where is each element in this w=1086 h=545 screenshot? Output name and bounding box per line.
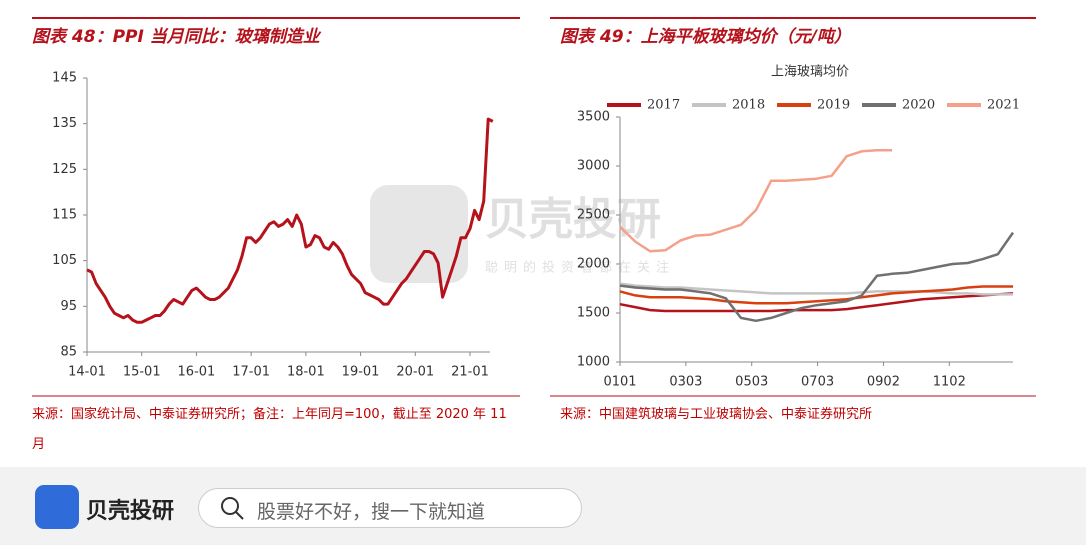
data-line bbox=[86, 117, 494, 324]
y-tick-label: 1000 bbox=[577, 355, 610, 370]
legend-label: 2018 bbox=[732, 98, 765, 113]
footer-bar: 贝壳投研 股票好不好，搜一下就知道 bbox=[0, 467, 1086, 545]
data-line bbox=[619, 149, 893, 253]
legend-label: 2020 bbox=[902, 98, 935, 113]
chart-title: 图表 48：PPI 当月同比：玻璃制造业 bbox=[32, 27, 322, 47]
data-line bbox=[619, 285, 1013, 305]
y-tick-label: 95 bbox=[60, 299, 77, 314]
y-tick-label: 3500 bbox=[577, 110, 610, 125]
x-tick-label: 14-01 bbox=[68, 365, 106, 380]
y-tick-label: 85 bbox=[60, 345, 77, 360]
search-box[interactable]: 股票好不好，搜一下就知道 bbox=[198, 488, 582, 528]
x-tick-label: 16-01 bbox=[178, 365, 216, 380]
legend-label: 2021 bbox=[987, 98, 1020, 113]
y-tick-label: 145 bbox=[52, 71, 77, 86]
x-tick-label: 1102 bbox=[933, 375, 966, 390]
source-note: 来源：中国建筑玻璃与工业玻璃协会、中泰证券研究所 bbox=[560, 407, 873, 422]
x-tick-label: 20-01 bbox=[396, 365, 434, 380]
y-tick-label: 115 bbox=[52, 208, 77, 223]
y-tick-label: 125 bbox=[52, 162, 77, 177]
x-tick-label: 15-01 bbox=[123, 365, 161, 380]
y-tick-label: 105 bbox=[52, 253, 77, 268]
data-line bbox=[619, 231, 1015, 323]
x-tick-label: 0703 bbox=[801, 375, 834, 390]
x-tick-label: 19-01 bbox=[342, 365, 380, 380]
chart-subtitle: 上海玻璃均价 bbox=[771, 65, 849, 80]
x-tick-label: 0902 bbox=[867, 375, 900, 390]
search-placeholder: 股票好不好，搜一下就知道 bbox=[257, 501, 486, 523]
y-tick-label: 3000 bbox=[577, 159, 610, 174]
x-tick-label: 0101 bbox=[603, 375, 636, 390]
y-tick-label: 135 bbox=[52, 116, 77, 131]
x-tick-label: 0503 bbox=[735, 375, 768, 390]
search-icon bbox=[221, 497, 244, 520]
data-line bbox=[619, 282, 1013, 296]
x-tick-label: 17-01 bbox=[232, 365, 270, 380]
app-logo[interactable] bbox=[35, 485, 79, 529]
charts: 图表 48：PPI 当月同比：玻璃制造业 图表 49：上海平板玻璃均价（元/吨）… bbox=[32, 17, 1036, 397]
app-brand[interactable]: 贝壳投研 bbox=[86, 499, 175, 524]
x-tick-label: 18-01 bbox=[287, 365, 325, 380]
watermark-slogan: 聪明的投资者都在关注 bbox=[485, 260, 675, 276]
source-note: 来源：国家统计局、中泰证券研究所；备注：上年同月=100，截止至 2020 年 … bbox=[32, 407, 507, 452]
chart-title: 图表 49：上海平板玻璃均价（元/吨） bbox=[560, 27, 851, 47]
data-line bbox=[619, 292, 1014, 313]
x-tick-label: 21-01 bbox=[451, 365, 489, 380]
legend-label: 2019 bbox=[817, 98, 850, 113]
watermark: 贝壳投研 聪明的投资者都在关注 bbox=[370, 185, 675, 283]
y-tick-label: 2500 bbox=[577, 208, 610, 223]
watermark-brand: 贝壳投研 bbox=[485, 194, 661, 245]
y-tick-label: 1500 bbox=[577, 306, 610, 321]
legend-label: 2017 bbox=[647, 98, 680, 113]
x-tick-label: 0303 bbox=[669, 375, 702, 390]
watermark-logo bbox=[370, 185, 468, 283]
y-tick-label: 2000 bbox=[577, 257, 610, 272]
